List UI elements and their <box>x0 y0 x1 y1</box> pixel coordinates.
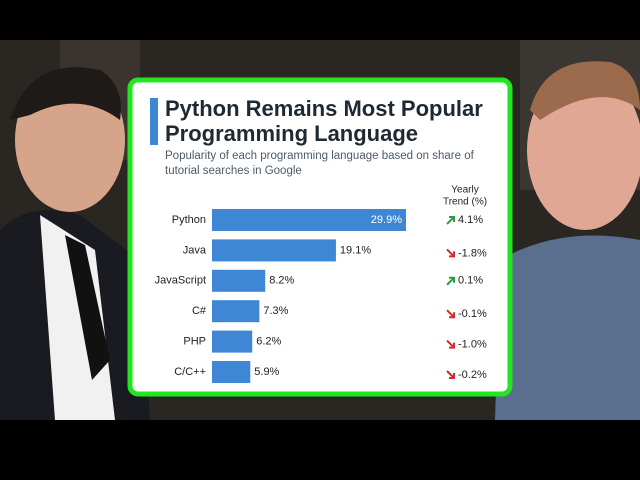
bar <box>212 361 251 383</box>
letterbox-top <box>0 0 640 40</box>
trend-header: Trend (%) <box>443 197 487 208</box>
person-right-hair <box>530 61 640 120</box>
bar <box>212 330 253 353</box>
title-accent <box>150 98 158 145</box>
trend-label: -0.2% <box>458 369 487 381</box>
person-right-shirt <box>495 235 640 420</box>
value-label: 7.3% <box>263 305 288 317</box>
person-left-hair <box>10 67 121 120</box>
category-label: PHP <box>183 336 206 348</box>
category-label: Python <box>172 214 206 226</box>
trend-arrow <box>446 248 455 258</box>
bar <box>212 209 406 231</box>
category-label: C/C++ <box>174 366 206 378</box>
category-label: Java <box>183 244 207 256</box>
category-label: C# <box>192 305 207 317</box>
trend-arrow <box>446 309 455 319</box>
trend-label: -1.8% <box>458 247 487 259</box>
bar <box>212 269 266 292</box>
trend-header: Yearly <box>451 185 478 196</box>
value-label: 29.9% <box>371 214 402 226</box>
chart-title: Python Remains Most Popular Programming … <box>165 96 483 146</box>
letterbox-bottom <box>0 420 640 480</box>
trend-label: -1.0% <box>458 339 487 351</box>
chart-subtitle: Popularity of each programming language … <box>165 150 474 177</box>
trend-arrow <box>446 370 455 379</box>
bar <box>212 300 260 323</box>
bar <box>212 239 336 262</box>
value-label: 5.9% <box>254 366 279 378</box>
value-label: 8.2% <box>269 275 294 287</box>
trend-arrow <box>446 339 455 349</box>
trend-arrow <box>446 216 455 225</box>
trend-arrow <box>446 276 455 286</box>
trend-label: 0.1% <box>458 275 483 287</box>
value-label: 6.2% <box>256 336 281 348</box>
trend-label: 4.1% <box>458 214 483 226</box>
person-left-tie <box>65 235 110 380</box>
value-label: 19.1% <box>340 244 371 256</box>
trend-label: -0.1% <box>458 308 487 320</box>
category-label: JavaScript <box>155 275 206 287</box>
